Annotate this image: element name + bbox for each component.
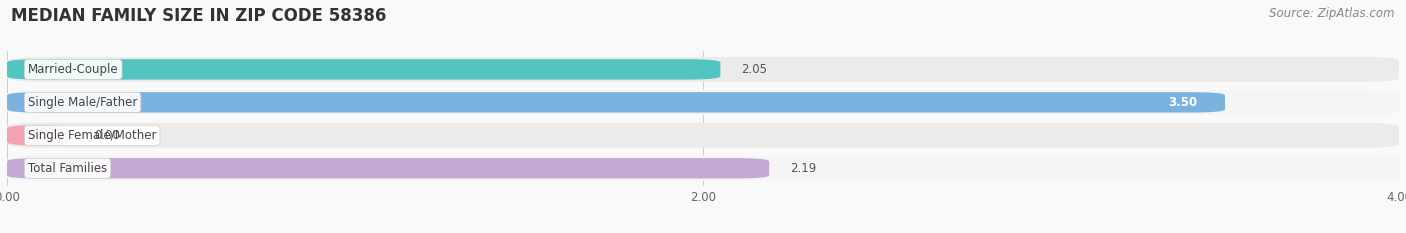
FancyBboxPatch shape <box>7 125 70 146</box>
Text: 0.00: 0.00 <box>94 129 120 142</box>
Text: 3.50: 3.50 <box>1168 96 1197 109</box>
Text: 2.05: 2.05 <box>741 63 768 76</box>
FancyBboxPatch shape <box>7 158 769 178</box>
Text: 2.19: 2.19 <box>790 162 817 175</box>
Text: MEDIAN FAMILY SIZE IN ZIP CODE 58386: MEDIAN FAMILY SIZE IN ZIP CODE 58386 <box>11 7 387 25</box>
Text: Source: ZipAtlas.com: Source: ZipAtlas.com <box>1270 7 1395 20</box>
FancyBboxPatch shape <box>7 156 1399 181</box>
FancyBboxPatch shape <box>7 92 1225 113</box>
Text: Single Male/Father: Single Male/Father <box>28 96 138 109</box>
FancyBboxPatch shape <box>7 57 1399 82</box>
Text: Married-Couple: Married-Couple <box>28 63 118 76</box>
FancyBboxPatch shape <box>7 90 1399 115</box>
Text: Total Families: Total Families <box>28 162 107 175</box>
FancyBboxPatch shape <box>7 123 1399 148</box>
FancyBboxPatch shape <box>7 59 720 80</box>
Text: Single Female/Mother: Single Female/Mother <box>28 129 156 142</box>
